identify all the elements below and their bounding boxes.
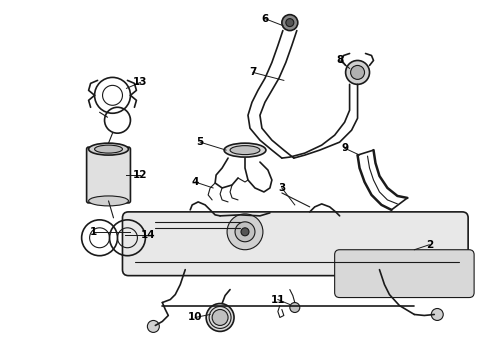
Text: 12: 12 <box>133 170 147 180</box>
Circle shape <box>227 214 263 250</box>
Text: 10: 10 <box>188 312 202 323</box>
Text: 5: 5 <box>196 137 204 147</box>
FancyBboxPatch shape <box>87 147 130 203</box>
Circle shape <box>206 303 234 332</box>
Ellipse shape <box>89 196 128 206</box>
Text: 11: 11 <box>270 294 285 305</box>
Circle shape <box>350 66 365 80</box>
Text: 14: 14 <box>141 230 156 240</box>
Ellipse shape <box>224 143 266 157</box>
Circle shape <box>282 15 298 31</box>
Ellipse shape <box>230 146 260 154</box>
Circle shape <box>345 60 369 84</box>
Text: 7: 7 <box>249 67 257 77</box>
Circle shape <box>286 19 294 27</box>
FancyBboxPatch shape <box>335 250 474 298</box>
Text: 2: 2 <box>426 240 433 250</box>
Text: 1: 1 <box>90 227 97 237</box>
Ellipse shape <box>89 143 128 155</box>
FancyBboxPatch shape <box>122 212 468 276</box>
Circle shape <box>290 302 300 312</box>
Text: 4: 4 <box>192 177 199 187</box>
Text: 13: 13 <box>133 77 147 87</box>
Circle shape <box>235 222 255 242</box>
Circle shape <box>147 320 159 332</box>
Ellipse shape <box>95 145 122 153</box>
Circle shape <box>212 310 228 325</box>
Text: 9: 9 <box>341 143 348 153</box>
Text: 8: 8 <box>336 55 343 66</box>
Circle shape <box>241 228 249 236</box>
Text: 3: 3 <box>278 183 286 193</box>
Text: 6: 6 <box>261 14 269 24</box>
Circle shape <box>431 309 443 320</box>
